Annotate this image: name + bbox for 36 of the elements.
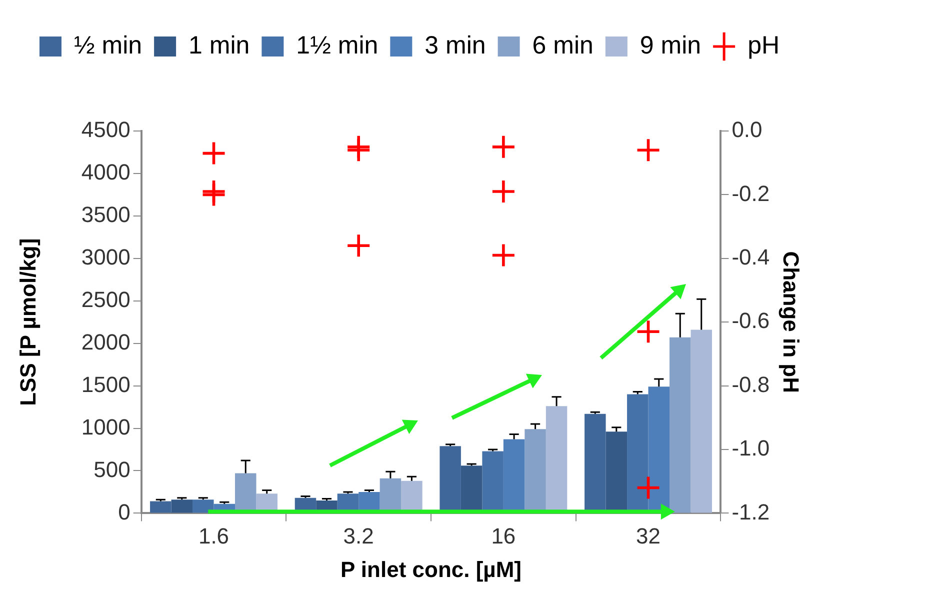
bar (192, 500, 214, 513)
y2-axis-title: Change in pH (778, 251, 804, 393)
legend-label: pH (748, 31, 780, 60)
y2-tick-label: -0.8 (732, 372, 770, 397)
y-tick-label: 3000 (81, 244, 130, 270)
y2-tick-label: -1.2 (732, 499, 770, 524)
legend-label: 1½ min (296, 31, 378, 60)
legend-label: 9 min (640, 31, 702, 60)
y-tick-label: 4000 (81, 160, 130, 185)
y-tick-label: 1500 (81, 372, 130, 397)
y-tick-label: 500 (94, 456, 130, 482)
x-axis-title: P inlet conc. [µM] (340, 556, 522, 582)
legend-label: 3 min (424, 31, 486, 60)
y-tick-label: 1000 (81, 414, 130, 440)
y-tick-label: 2000 (81, 329, 130, 354)
bar (670, 337, 691, 513)
y2-tick-label: -0.2 (732, 180, 770, 206)
legend-label: ½ min (74, 31, 142, 60)
x-tick-label: 16 (491, 523, 516, 548)
y2-tick-label: -0.4 (732, 244, 770, 270)
bar (171, 500, 193, 513)
x-tick-label: 1.6 (198, 523, 230, 548)
y-axis-title: LSS [P µmol/kg] (15, 238, 40, 406)
legend-label: 1 min (188, 31, 250, 60)
y-tick-label: 3500 (81, 202, 130, 227)
x-tick-label: 3.2 (343, 523, 374, 548)
bar (690, 330, 712, 513)
y2-tick-label: -1.0 (732, 436, 770, 461)
y-tick-label: 4500 (81, 117, 130, 142)
legend-label: 6 min (532, 31, 594, 60)
y2-tick-label: -0.6 (732, 308, 770, 334)
y2-tick-label: 0.0 (732, 117, 762, 142)
y-tick-label: 2500 (81, 286, 130, 312)
bar (150, 501, 172, 513)
x-tick-label: 32 (636, 523, 661, 548)
y-tick-label: 0 (118, 499, 130, 524)
